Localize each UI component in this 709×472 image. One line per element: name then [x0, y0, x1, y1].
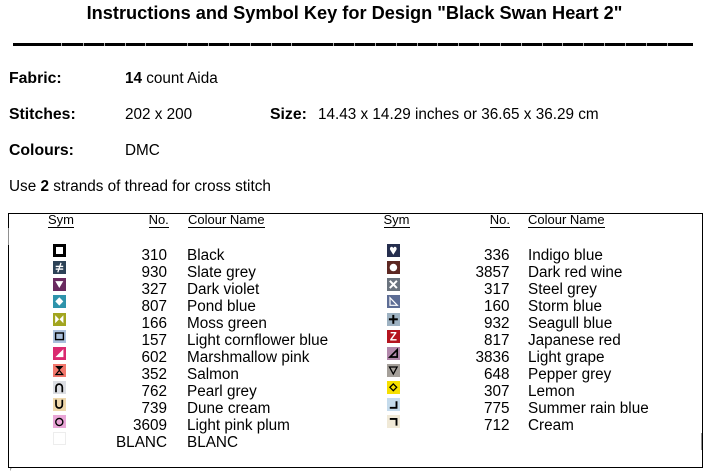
svg-text:Z: Z [390, 331, 397, 343]
